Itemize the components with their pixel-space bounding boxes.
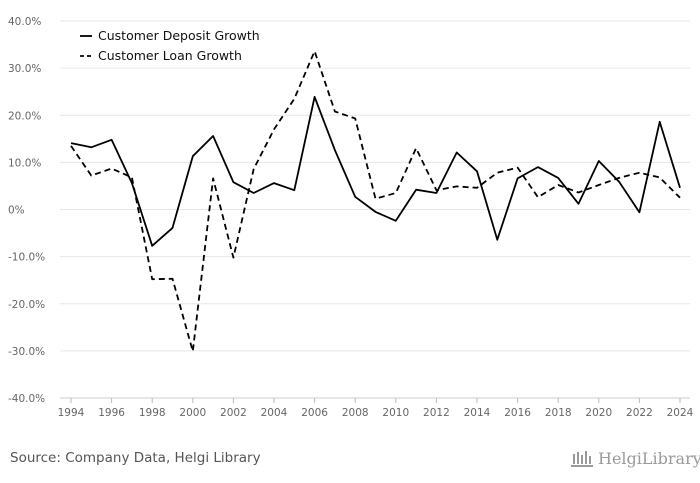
line-chart: 40.0% 30.0% 20.0% 10.0% 0% -10.0% -20.0% -30.0%… [8,16,694,419]
y-tick-label: 40.0% [8,16,41,28]
y-tick-label: -30.0% [8,346,45,358]
x-tick-label: 2014 [464,407,491,419]
series-layer [70,50,681,353]
x-tick-label: 2018 [545,407,572,419]
x-tick-label: 2016 [504,407,531,419]
x-tick-label: 1998 [139,407,166,419]
x-tick-label: 2012 [423,407,450,419]
x-tick-label: 2020 [585,407,612,419]
series-line-loan-growth [70,50,681,353]
y-tick-label: -20.0% [8,299,45,311]
library-building-icon [571,451,593,467]
brand-logo: HelgiLibrary. [570,448,700,468]
y-tick-label: 10.0% [8,157,41,169]
axis-layer: 40.0% 30.0% 20.0% 10.0% 0% -10.0% -20.0% -30.0%… [8,16,694,419]
y-tick-label: -10.0% [8,252,45,264]
x-tick-label: 2004 [261,407,288,419]
source-note: Source: Company Data, Helgi Library [10,450,261,466]
y-tick-label: 30.0% [8,63,41,75]
brand-name: HelgiLibrary. [598,448,700,468]
x-tick-label: 2000 [179,407,206,419]
x-tick-label: 1996 [98,407,125,419]
grid-layer [60,20,690,399]
x-tick-label: 2008 [342,407,369,419]
x-tick-label: 2006 [301,407,328,419]
legend: Customer Deposit Growth Customer Loan Gr… [80,28,260,63]
y-tick-label: 0% [8,205,25,217]
x-tick-label: 2022 [626,407,653,419]
x-tick-label: 2010 [382,407,409,419]
y-tick-label: 20.0% [8,110,41,122]
legend-label-deposit: Customer Deposit Growth [98,28,260,43]
series-line-deposit-growth [70,96,681,247]
y-tick-label: -40.0% [8,393,45,405]
x-tick-label: 2024 [667,407,694,419]
legend-label-loan: Customer Loan Growth [98,48,242,63]
x-tick-label: 1994 [58,407,85,419]
x-tick-label: 2002 [220,407,247,419]
